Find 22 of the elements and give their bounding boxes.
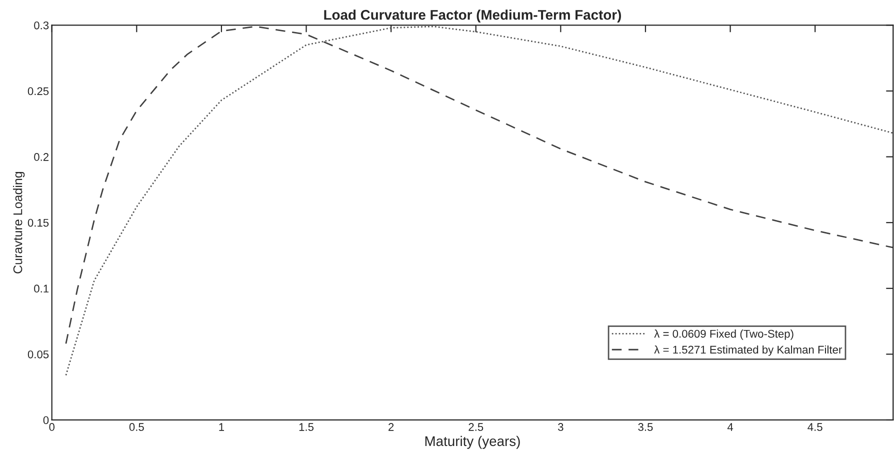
x-tick-label: 1.5 [299, 423, 314, 431]
y-tick-label: 0.2 [34, 153, 49, 161]
x-tick-label: 0.5 [129, 423, 144, 431]
x-tick-label: 1 [219, 423, 224, 431]
legend-label: λ = 1.5271 Estimated by Kalman Filter [654, 345, 842, 356]
y-tick-label: 0.3 [34, 21, 49, 30]
legend-label: λ = 0.0609 Fixed (Two-Step) [654, 330, 794, 340]
x-tick-label: 4.5 [808, 423, 822, 431]
x-tick-label: 4 [727, 423, 734, 431]
chart-title: Load Curvature Factor (Medium-Term Factor) [324, 10, 621, 23]
y-tick-label: 0 [43, 416, 49, 424]
x-tick-label: 0 [49, 423, 55, 431]
x-axis-title: Maturity (years) [425, 436, 520, 449]
y-tick-label: 0.25 [28, 87, 49, 96]
y-tick-label: 0.05 [28, 350, 49, 358]
y-axis-title: Curavture Loading [13, 172, 25, 274]
x-tick-label: 3 [558, 423, 564, 431]
x-tick-label: 2.5 [468, 423, 484, 431]
y-tick-label: 0.15 [28, 218, 49, 227]
y-tick-label: 0.1 [34, 284, 49, 293]
x-tick-label: 2 [388, 423, 394, 431]
x-tick-label: 3.5 [638, 423, 653, 431]
